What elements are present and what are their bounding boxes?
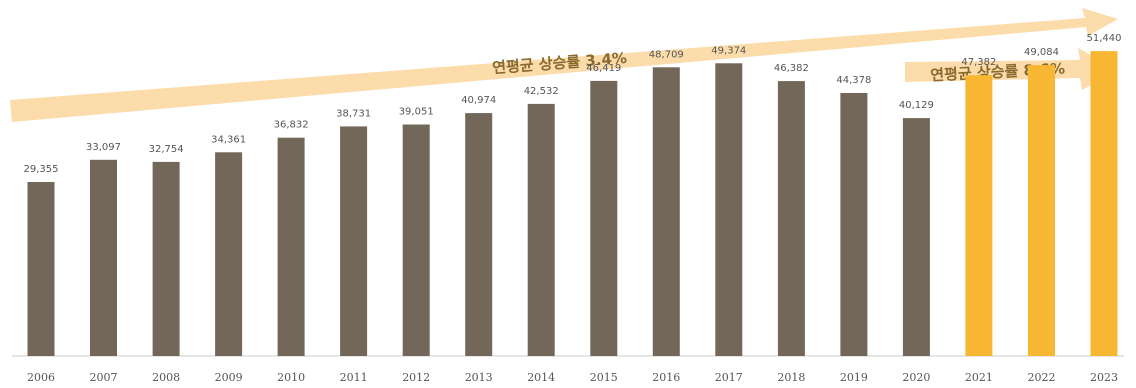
- data-label-2009: 34,361: [211, 134, 246, 145]
- x-tick-2008: 2008: [152, 371, 180, 384]
- data-label-2008: 32,754: [149, 144, 184, 155]
- x-tick-labels-group: 2006 2007 2008 2009 2010 2011 2012 2013 2014 2015…: [27, 371, 1118, 384]
- bar-2018: [777, 81, 805, 356]
- x-tick-2007: 2007: [90, 371, 118, 384]
- x-tick-2017: 2017: [715, 371, 743, 384]
- data-label-2015: 46,419: [586, 63, 621, 74]
- bar-2021: [965, 75, 993, 356]
- bar-2017: [715, 63, 743, 357]
- x-tick-2022: 2022: [1028, 371, 1056, 384]
- x-tick-2014: 2014: [527, 371, 555, 384]
- data-label-2006: 29,355: [24, 164, 59, 175]
- data-label-2013: 40,974: [461, 95, 496, 106]
- data-label-2017: 49,374: [711, 45, 746, 56]
- bar-2011: [340, 126, 368, 357]
- bar-2014: [527, 103, 555, 357]
- data-label-2016: 48,709: [649, 49, 684, 60]
- bar-2012: [402, 124, 430, 356]
- bar-2023: [1090, 51, 1118, 356]
- bar-2006: [27, 182, 55, 356]
- data-label-2007: 33,097: [86, 142, 121, 153]
- x-tick-2013: 2013: [465, 371, 493, 384]
- bar-2010: [277, 137, 305, 356]
- data-label-2021: 47,382: [961, 57, 996, 68]
- x-tick-2018: 2018: [777, 371, 805, 384]
- data-label-2014: 42,532: [524, 86, 559, 97]
- data-labels-group: 29,355 33,097 32,754 34,361 36,832 38,731 39,0…: [24, 33, 1122, 175]
- x-tick-2015: 2015: [590, 371, 618, 384]
- bar-2022: [1028, 65, 1055, 356]
- data-label-2018: 46,382: [774, 63, 809, 74]
- bar-2015: [590, 80, 618, 357]
- arrow-3-4-percent: [10, 8, 1118, 122]
- bar-2013: [465, 113, 493, 356]
- bar-2008: [152, 161, 180, 356]
- x-tick-2012: 2012: [402, 371, 430, 384]
- bar-2016: [652, 67, 680, 357]
- x-tick-2021: 2021: [965, 371, 993, 384]
- x-tick-2020: 2020: [902, 371, 930, 384]
- data-label-2010: 36,832: [274, 120, 309, 131]
- data-label-2020: 40,129: [899, 100, 934, 111]
- data-label-2023: 51,440: [1087, 33, 1122, 44]
- bar-2019: [840, 93, 868, 356]
- x-tick-2019: 2019: [840, 371, 868, 384]
- data-label-2019: 44,378: [836, 75, 871, 86]
- x-tick-2016: 2016: [652, 371, 680, 384]
- bar-2009: [215, 152, 243, 356]
- x-tick-2023: 2023: [1090, 371, 1118, 384]
- data-label-2012: 39,051: [399, 107, 434, 118]
- data-label-2011: 38,731: [336, 108, 371, 119]
- arrow-8-6-percent: [905, 48, 1118, 90]
- x-tick-2009: 2009: [215, 371, 243, 384]
- x-tick-2011: 2011: [340, 371, 368, 384]
- x-tick-2010: 2010: [277, 371, 305, 384]
- bars-group: [27, 51, 1118, 357]
- arrow-annotations: 연평균 상승률 3.4% 연평균 상승률 8.6%: [10, 8, 1118, 122]
- bar-2020: [902, 118, 930, 356]
- data-label-2022: 49,084: [1024, 47, 1059, 58]
- x-tick-2006: 2006: [27, 371, 55, 384]
- bar-2007: [90, 159, 117, 356]
